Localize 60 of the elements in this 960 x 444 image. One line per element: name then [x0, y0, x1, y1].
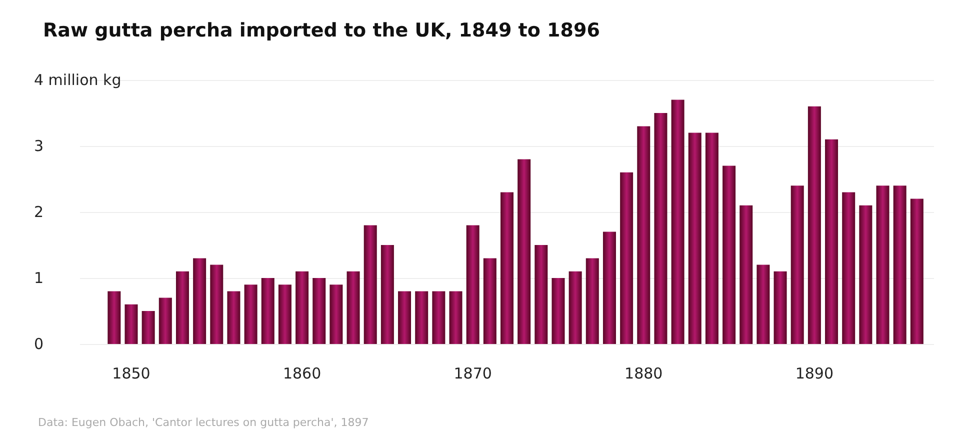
- y-tick-label: 2: [34, 203, 44, 221]
- bar: [774, 271, 787, 344]
- bar: [108, 291, 121, 344]
- bar: [620, 172, 634, 344]
- y-tick-label: 3: [34, 137, 44, 155]
- bar: [500, 192, 514, 344]
- bar: [227, 291, 240, 344]
- bar: [910, 198, 924, 344]
- bar: [705, 132, 718, 344]
- bar: [637, 126, 650, 344]
- bar: [432, 291, 446, 344]
- bar: [586, 258, 599, 344]
- bar: [568, 271, 582, 344]
- bar: [261, 278, 274, 344]
- bar: [296, 271, 309, 344]
- bar: [842, 192, 856, 344]
- y-tick-label: 1: [34, 269, 44, 287]
- bar: [825, 139, 838, 344]
- x-tick-label: 1870: [454, 364, 492, 382]
- bar: [244, 284, 258, 344]
- x-tick-label: 1890: [795, 364, 834, 382]
- bar: [312, 278, 326, 344]
- bar: [790, 186, 804, 344]
- bar: [483, 258, 496, 344]
- bar: [722, 166, 736, 344]
- bar: [859, 205, 872, 344]
- bar: [466, 225, 480, 344]
- bar: [449, 291, 462, 344]
- x-tick-label: 1880: [624, 364, 663, 382]
- bar: [278, 284, 292, 344]
- bar: [876, 186, 890, 344]
- bar: [671, 100, 684, 344]
- bar: [380, 245, 394, 344]
- bar: [142, 311, 155, 344]
- bar: [740, 205, 753, 344]
- text: Data: Eugen Obach, 'Cantor lectures on gutta percha', 1897: [38, 416, 369, 429]
- bar: [364, 225, 377, 344]
- bar: [346, 271, 360, 344]
- bar: [808, 106, 821, 344]
- bar: [534, 245, 548, 344]
- y-tick-label: 4 million kg: [34, 71, 122, 89]
- x-tick-label: 1850: [112, 364, 150, 382]
- bar: [893, 186, 906, 344]
- bar: [210, 264, 224, 344]
- bar: [124, 304, 138, 344]
- bar: [158, 298, 172, 344]
- bar: [654, 113, 668, 344]
- bar: [688, 132, 702, 344]
- chart-title: Raw gutta percha imported to the UK, 1849 to 1896: [43, 20, 600, 42]
- bar: [193, 258, 206, 344]
- bar: [398, 291, 412, 344]
- x-tick-label: 1860: [282, 364, 322, 382]
- y-tick-label: 0: [34, 335, 44, 353]
- bar: [518, 159, 531, 344]
- bar: [176, 271, 189, 344]
- bar: [756, 264, 770, 344]
- bar: [330, 284, 343, 344]
- bar: [602, 232, 616, 344]
- bar: [415, 291, 428, 344]
- bar: [552, 278, 565, 344]
